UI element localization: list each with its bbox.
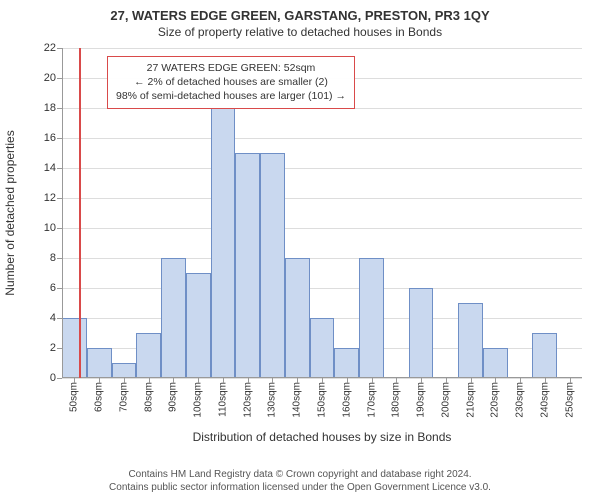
- bar: [235, 153, 260, 378]
- bar: [62, 318, 87, 378]
- bar: [186, 273, 211, 378]
- x-tickmark: [495, 378, 496, 383]
- bar: [211, 108, 236, 378]
- x-tickmark: [149, 378, 150, 383]
- x-tickmark: [74, 378, 75, 383]
- x-tick-label: 220sqm: [490, 382, 501, 418]
- bar: [409, 288, 434, 378]
- annotation-line: 98% of semi-detached houses are larger (…: [116, 89, 346, 103]
- x-tickmark: [570, 378, 571, 383]
- x-tick-label: 140sqm: [292, 382, 303, 418]
- annotation-box: 27 WATERS EDGE GREEN: 52sqm← 2% of detac…: [107, 56, 355, 109]
- x-tick-label: 80sqm: [143, 382, 154, 412]
- x-tickmark: [248, 378, 249, 383]
- y-tick-label: 6: [50, 282, 56, 294]
- gridline: [62, 228, 582, 229]
- gridline: [62, 198, 582, 199]
- marker-line: [79, 48, 81, 378]
- gridline: [62, 48, 582, 49]
- x-tick-label: 240sqm: [539, 382, 550, 418]
- x-tick-label: 170sqm: [366, 382, 377, 418]
- y-axis-line: [62, 48, 63, 378]
- annotation-line: ← 2% of detached houses are smaller (2): [116, 75, 346, 89]
- x-tick-label: 250sqm: [564, 382, 575, 418]
- x-tickmark: [272, 378, 273, 383]
- x-tick-label: 120sqm: [242, 382, 253, 418]
- x-tick-label: 200sqm: [440, 382, 451, 418]
- x-tickmark: [173, 378, 174, 383]
- y-tick-label: 2: [50, 342, 56, 354]
- x-tickmark: [223, 378, 224, 383]
- gridline: [62, 138, 582, 139]
- footer-line-1: Contains HM Land Registry data © Crown c…: [0, 468, 600, 481]
- x-tickmark: [347, 378, 348, 383]
- y-tick-label: 22: [44, 42, 56, 54]
- x-tick-label: 190sqm: [416, 382, 427, 418]
- bar: [359, 258, 384, 378]
- bar: [136, 333, 161, 378]
- gridline: [62, 168, 582, 169]
- x-tickmark: [446, 378, 447, 383]
- bar: [161, 258, 186, 378]
- bar: [458, 303, 483, 378]
- x-tick-label: 160sqm: [341, 382, 352, 418]
- plot-area: 024681012141618202250sqm60sqm70sqm80sqm9…: [62, 48, 582, 378]
- bar: [334, 348, 359, 378]
- footer: Contains HM Land Registry data © Crown c…: [0, 468, 600, 494]
- y-tick-label: 16: [44, 132, 56, 144]
- y-tick-label: 14: [44, 162, 56, 174]
- x-tick-label: 100sqm: [193, 382, 204, 418]
- x-tickmark: [198, 378, 199, 383]
- y-axis-label: Number of detached properties: [3, 130, 17, 295]
- x-tick-label: 70sqm: [118, 382, 129, 412]
- bar: [483, 348, 508, 378]
- x-tick-label: 130sqm: [267, 382, 278, 418]
- x-tickmark: [421, 378, 422, 383]
- y-tick-label: 20: [44, 72, 56, 84]
- x-tick-label: 150sqm: [317, 382, 328, 418]
- x-tickmark: [322, 378, 323, 383]
- x-tick-label: 110sqm: [217, 382, 228, 417]
- bar: [285, 258, 310, 378]
- x-tickmark: [297, 378, 298, 383]
- chart-subtitle: Size of property relative to detached ho…: [0, 23, 600, 39]
- gridline: [62, 288, 582, 289]
- bar: [260, 153, 285, 378]
- x-tick-label: 50sqm: [69, 382, 80, 412]
- gridline: [62, 258, 582, 259]
- x-tickmark: [124, 378, 125, 383]
- chart-title: 27, WATERS EDGE GREEN, GARSTANG, PRESTON…: [0, 0, 600, 23]
- x-axis-label: Distribution of detached houses by size …: [193, 430, 452, 444]
- x-tick-label: 60sqm: [94, 382, 105, 412]
- x-tickmark: [372, 378, 373, 383]
- footer-line-2: Contains public sector information licen…: [0, 481, 600, 494]
- x-tick-label: 210sqm: [465, 382, 476, 418]
- x-tickmark: [471, 378, 472, 383]
- y-tick-label: 0: [50, 372, 56, 384]
- x-tickmark: [520, 378, 521, 383]
- y-tick-label: 12: [44, 192, 56, 204]
- chart-container: 27, WATERS EDGE GREEN, GARSTANG, PRESTON…: [0, 0, 600, 500]
- x-tickmark: [545, 378, 546, 383]
- bar: [112, 363, 137, 378]
- x-tick-label: 230sqm: [515, 382, 526, 418]
- bar: [532, 333, 557, 378]
- x-tickmark: [99, 378, 100, 383]
- bar: [310, 318, 335, 378]
- x-tick-label: 180sqm: [391, 382, 402, 418]
- y-tick-label: 10: [44, 222, 56, 234]
- x-axis-line: [62, 377, 582, 378]
- y-tickmark: [57, 378, 62, 379]
- y-tick-label: 8: [50, 252, 56, 264]
- annotation-line: 27 WATERS EDGE GREEN: 52sqm: [116, 61, 346, 75]
- x-tickmark: [396, 378, 397, 383]
- y-tick-label: 4: [50, 312, 56, 324]
- x-tick-label: 90sqm: [168, 382, 179, 412]
- y-tick-label: 18: [44, 102, 56, 114]
- bar: [87, 348, 112, 378]
